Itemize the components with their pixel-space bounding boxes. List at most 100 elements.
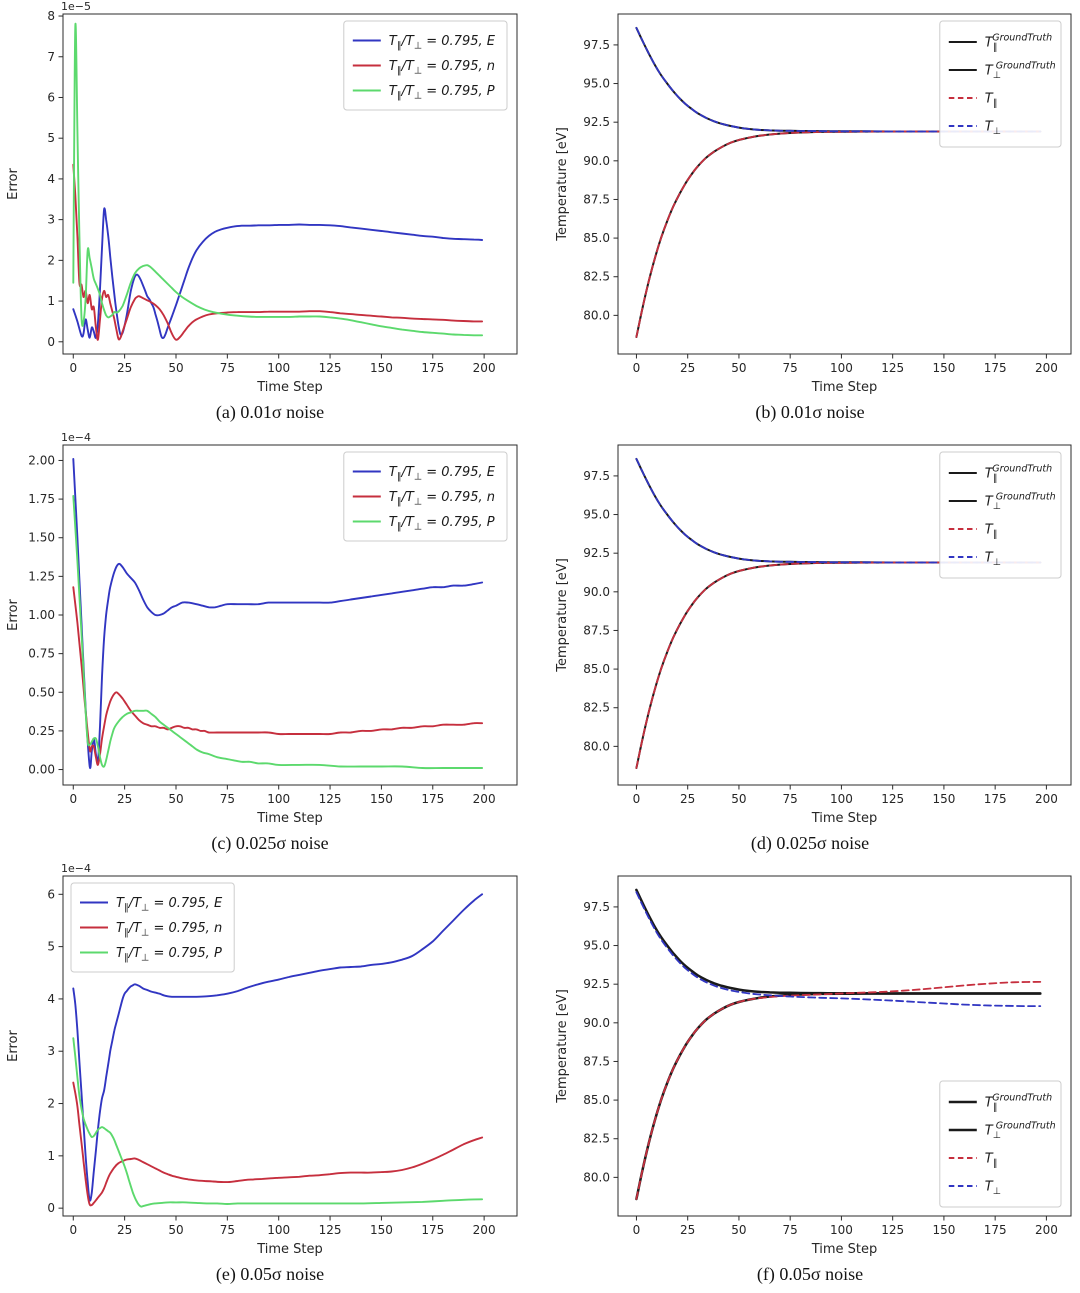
svg-text:50: 50	[168, 792, 183, 806]
svg-text:0.25: 0.25	[28, 724, 55, 738]
svg-text:T∥: T∥	[985, 92, 998, 110]
svg-text:100: 100	[830, 1223, 853, 1237]
svg-text:100: 100	[267, 792, 290, 806]
svg-text:200: 200	[473, 1223, 496, 1237]
svg-text:2.00: 2.00	[28, 453, 55, 467]
svg-text:Temperature [eV]: Temperature [eV]	[555, 558, 570, 673]
svg-text:5: 5	[47, 940, 55, 954]
svg-text:200: 200	[473, 792, 496, 806]
svg-text:50: 50	[731, 1223, 746, 1237]
subplot-b-cell: 0 25 50 75 100 125 150 175 200 80.0 82.5 85.0 87.5 90…	[540, 0, 1080, 431]
svg-text:82.5: 82.5	[583, 1132, 610, 1146]
svg-text:200: 200	[1035, 792, 1058, 806]
svg-text:85.0: 85.0	[583, 662, 610, 676]
svg-text:1.75: 1.75	[28, 492, 55, 506]
subplot-e-cell: 0 25 50 75 100 125 150 175 200 0 1 2 3 4 5 6 Time Step Er…	[0, 862, 540, 1293]
svg-text:75: 75	[220, 361, 235, 375]
svg-text:50: 50	[168, 1223, 183, 1237]
subplot-f-cell: 0 25 50 75 100 125 150 175 200 80.0 82.5 85.0 87.5 90…	[540, 862, 1080, 1293]
svg-text:97.5: 97.5	[583, 900, 610, 914]
svg-text:125: 125	[881, 792, 904, 806]
svg-text:125: 125	[319, 361, 342, 375]
svg-text:0: 0	[633, 361, 641, 375]
svg-text:25: 25	[680, 361, 695, 375]
svg-text:T∥/T⊥ = 0.795, E: T∥/T⊥ = 0.795, E	[116, 896, 223, 914]
svg-text:50: 50	[731, 792, 746, 806]
svg-text:T∥/T⊥ = 0.795, n: T∥/T⊥ = 0.795, n	[389, 490, 495, 508]
svg-text:Error: Error	[6, 599, 21, 631]
svg-text:87.5: 87.5	[583, 192, 610, 206]
svg-text:87.5: 87.5	[583, 623, 610, 637]
caption-c: (c) 0.025σ noise	[211, 833, 329, 853]
svg-text:1e−4: 1e−4	[61, 431, 91, 444]
svg-text:200: 200	[1035, 1223, 1058, 1237]
svg-text:100: 100	[830, 361, 853, 375]
svg-text:0: 0	[633, 792, 641, 806]
svg-text:25: 25	[117, 361, 132, 375]
svg-text:75: 75	[783, 361, 798, 375]
svg-text:T∥: T∥	[985, 1152, 998, 1170]
svg-text:75: 75	[783, 792, 798, 806]
svg-text:7: 7	[47, 50, 55, 64]
caption-f: (f) 0.05σ noise	[756, 1264, 864, 1284]
svg-text:0: 0	[69, 1223, 77, 1237]
svg-text:85.0: 85.0	[583, 1093, 610, 1107]
svg-text:95.0: 95.0	[583, 508, 610, 522]
svg-text:80.0: 80.0	[583, 1170, 610, 1184]
svg-text:125: 125	[881, 1223, 904, 1237]
caption-d: (d) 0.025σ noise	[750, 833, 870, 853]
svg-text:100: 100	[267, 361, 290, 375]
svg-text:1: 1	[47, 294, 55, 308]
svg-text:4: 4	[47, 992, 55, 1006]
svg-text:200: 200	[473, 361, 496, 375]
svg-text:1e−5: 1e−5	[61, 0, 91, 13]
svg-text:Error: Error	[6, 168, 21, 200]
svg-text:82.5: 82.5	[583, 701, 610, 715]
subplot-c-cell: 0 25 50 75 100 125 150 175 200 0.00 0.25 0.50 0.75 1.…	[0, 431, 540, 862]
svg-text:8: 8	[47, 9, 55, 23]
svg-text:2: 2	[47, 1097, 55, 1111]
svg-text:95.0: 95.0	[583, 939, 610, 953]
svg-text:Time Step: Time Step	[811, 811, 878, 826]
svg-text:6: 6	[47, 90, 55, 104]
svg-text:125: 125	[319, 1223, 342, 1237]
svg-text:1.25: 1.25	[28, 569, 55, 583]
svg-text:80.0: 80.0	[583, 739, 610, 753]
svg-text:150: 150	[932, 361, 955, 375]
svg-text:0: 0	[47, 1201, 55, 1215]
subplot-a-cell: 0 25 50 75 100 125 150 175 200 0 1 2 3 4 5 6 7 8 Time Step…	[0, 0, 540, 431]
svg-text:97.5: 97.5	[583, 469, 610, 483]
svg-text:T⊥GroundTruth: T⊥GroundTruth	[985, 492, 1056, 513]
svg-text:Error: Error	[6, 1030, 21, 1062]
svg-text:Time Step: Time Step	[811, 1242, 878, 1257]
error-chart-0.05-noise: 0 25 50 75 100 125 150 175 200 0 1 2 3 4 5 6 Time Step Er…	[6, 862, 518, 1257]
svg-text:25: 25	[117, 1223, 132, 1237]
svg-text:25: 25	[680, 1223, 695, 1237]
svg-text:175: 175	[421, 361, 444, 375]
svg-text:80.0: 80.0	[583, 308, 610, 322]
svg-text:90.0: 90.0	[583, 1016, 610, 1030]
svg-text:87.5: 87.5	[583, 1054, 610, 1068]
svg-text:T∥/T⊥ = 0.795, P: T∥/T⊥ = 0.795, P	[116, 946, 222, 964]
svg-text:T⊥: T⊥	[985, 551, 1001, 569]
svg-text:1.50: 1.50	[28, 531, 55, 545]
svg-text:0: 0	[69, 361, 77, 375]
svg-text:T∥GroundTruth: T∥GroundTruth	[985, 33, 1052, 54]
svg-text:50: 50	[168, 361, 183, 375]
svg-text:T∥/T⊥ = 0.795, P: T∥/T⊥ = 0.795, P	[389, 515, 495, 533]
svg-text:0.00: 0.00	[28, 763, 55, 777]
svg-text:150: 150	[932, 792, 955, 806]
svg-text:85.0: 85.0	[583, 231, 610, 245]
svg-text:75: 75	[220, 1223, 235, 1237]
svg-text:125: 125	[881, 361, 904, 375]
svg-text:Time Step: Time Step	[256, 811, 323, 826]
svg-text:4: 4	[47, 172, 55, 186]
svg-text:1e−4: 1e−4	[61, 862, 91, 875]
svg-text:175: 175	[421, 792, 444, 806]
svg-text:100: 100	[830, 792, 853, 806]
svg-text:150: 150	[370, 792, 393, 806]
error-chart-0.025-noise: 0 25 50 75 100 125 150 175 200 0.00 0.25 0.50 0.75 1.…	[6, 431, 518, 826]
caption-e: (e) 0.05σ noise	[215, 1264, 325, 1284]
